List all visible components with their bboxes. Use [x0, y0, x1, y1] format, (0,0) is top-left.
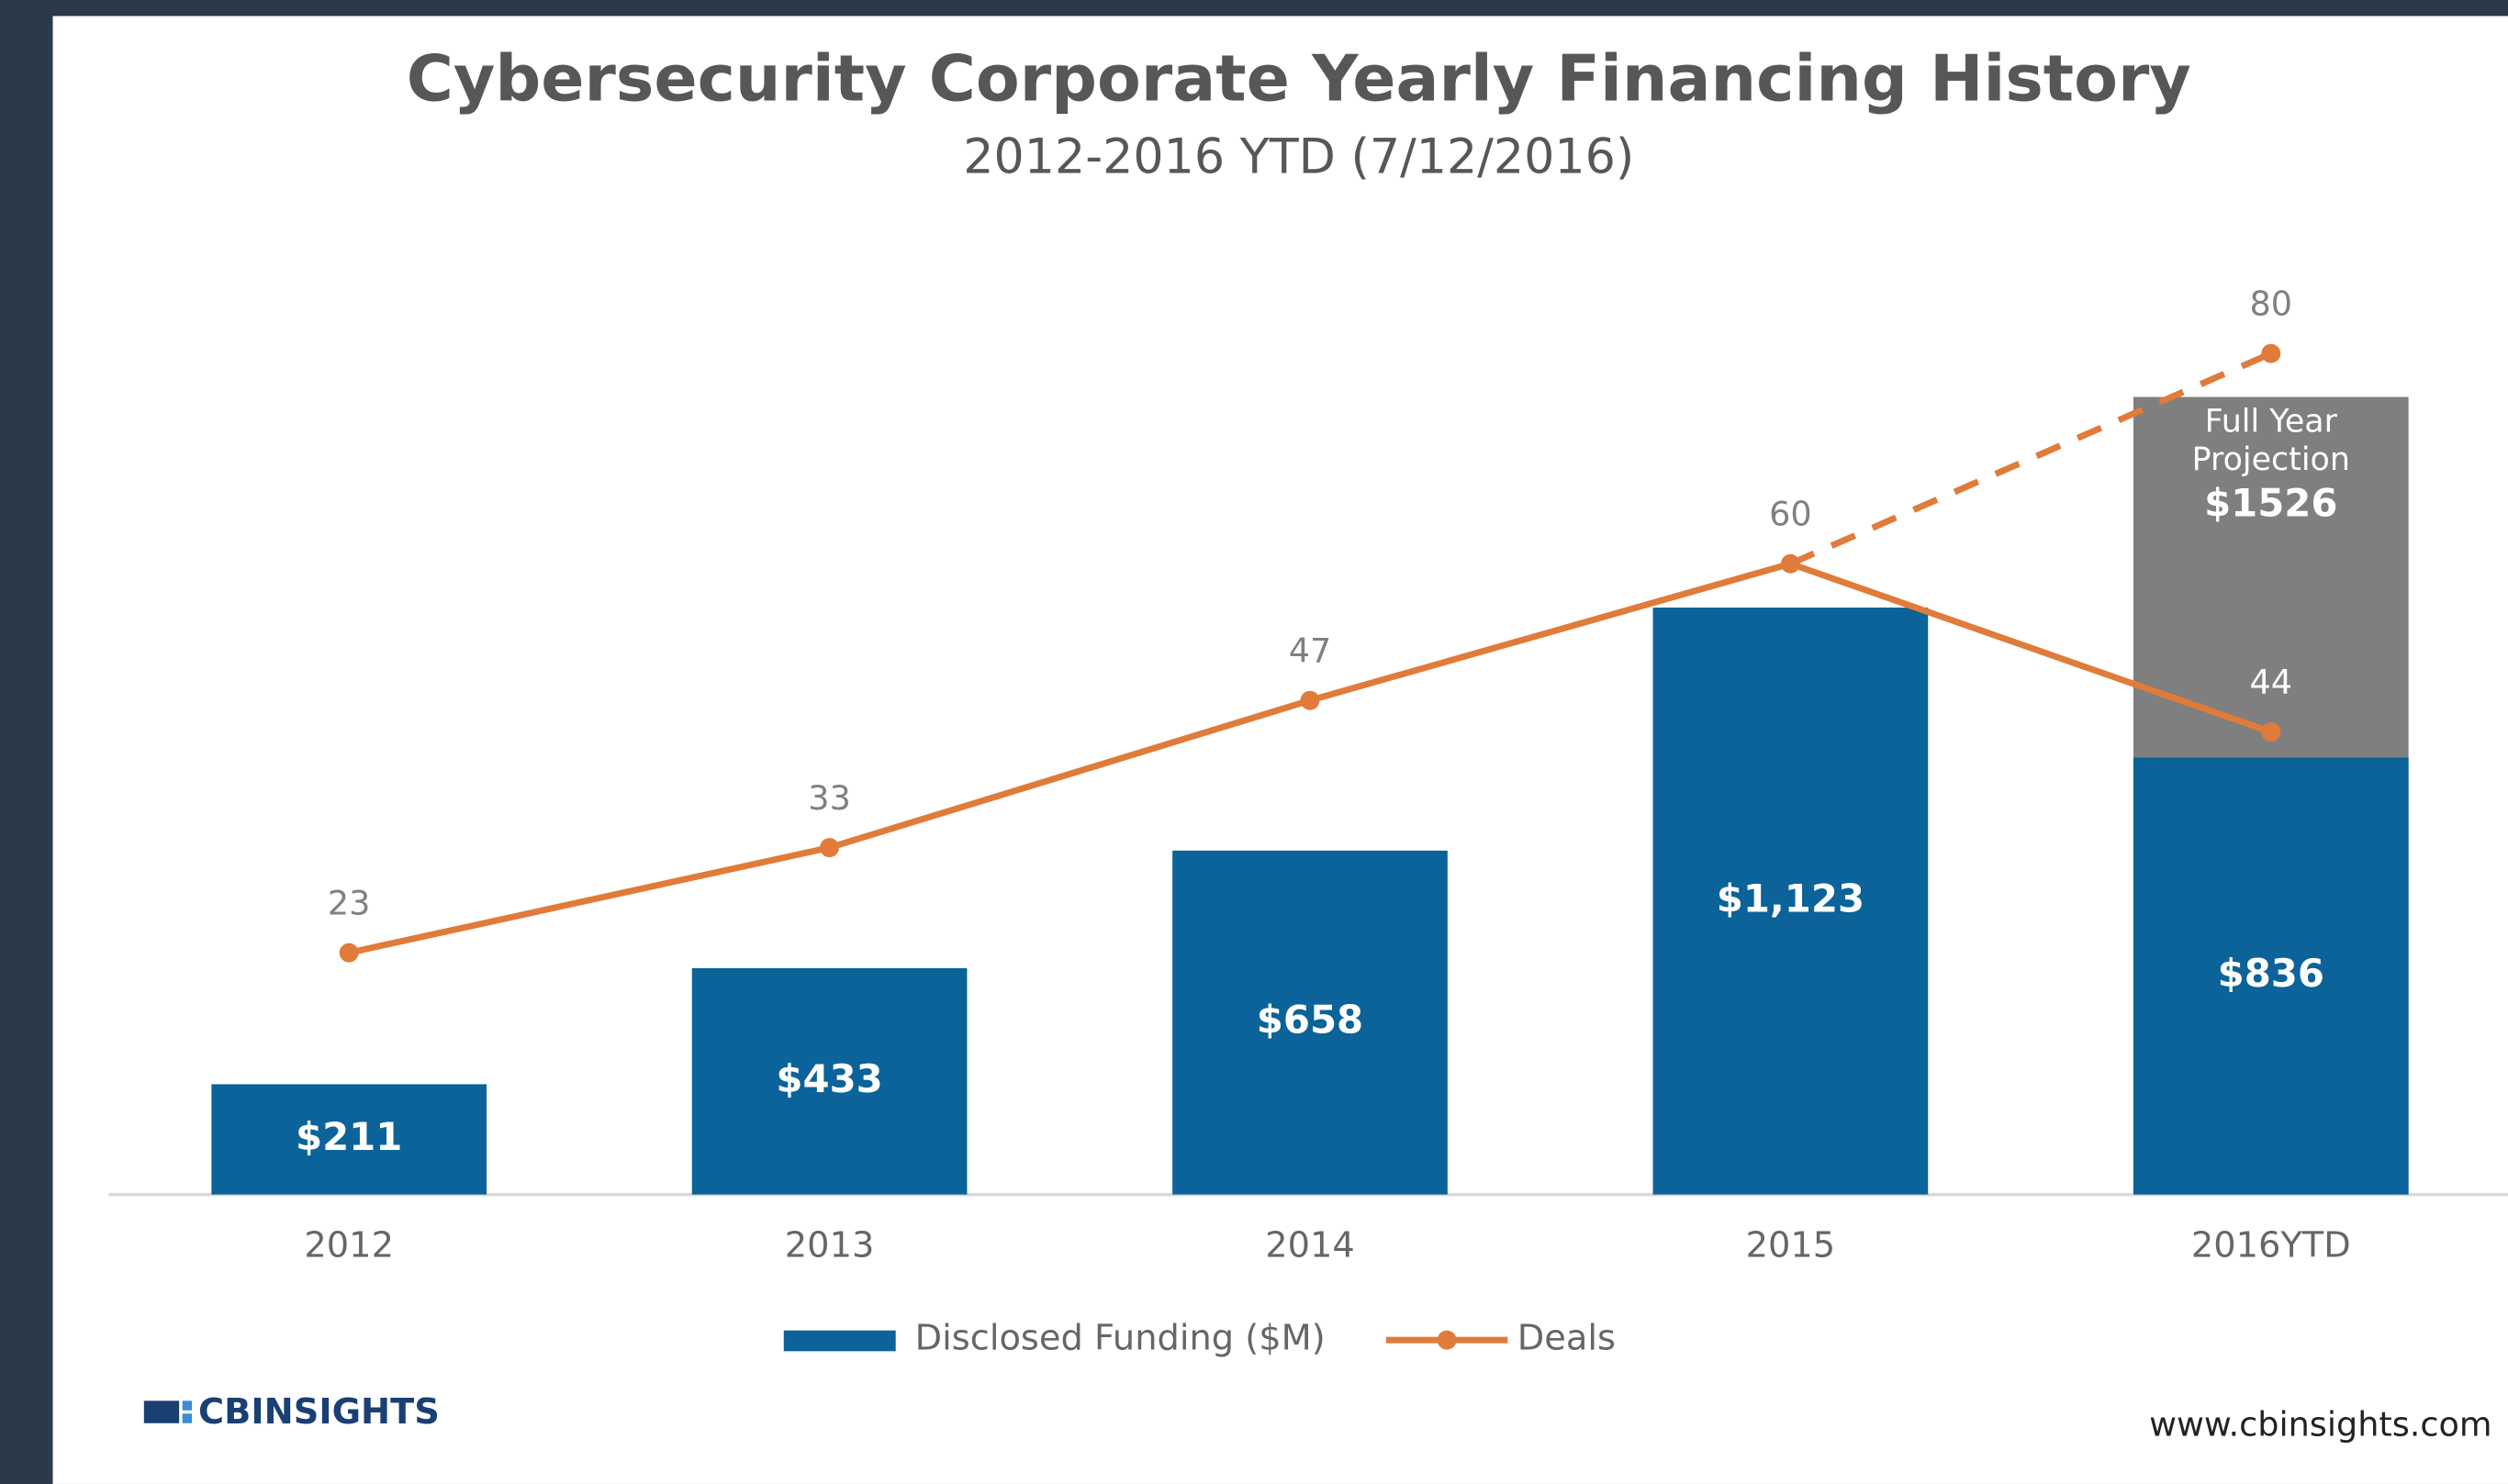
projection-label: Full Year Projection: [2192, 403, 2350, 478]
bar-value-label: $836: [2218, 951, 2324, 996]
bar-value-label: $1,123: [1717, 876, 1864, 921]
bar: [1652, 608, 1929, 1195]
x-tick-label: 2015: [1746, 1225, 1836, 1266]
legend-label: Disclosed Funding ($M): [915, 1318, 1326, 1359]
x-tick-label: 2013: [785, 1225, 875, 1266]
x-tick-label: 2016YTD: [2191, 1225, 2351, 1266]
logo: CBINSIGHTS: [143, 1391, 440, 1433]
line-marker: [2261, 722, 2281, 742]
panel: [52, 16, 2508, 1484]
logo-text: CBINSIGHTS: [198, 1391, 440, 1433]
line-value-label: 44: [2250, 663, 2293, 702]
legend-swatch: [1437, 1330, 1457, 1350]
bar: [1172, 850, 1448, 1195]
line-marker: [2261, 343, 2281, 363]
line-value-label: 23: [328, 883, 371, 922]
bar-value-label: $433: [776, 1056, 882, 1101]
projection-value-label: $1526: [2204, 481, 2337, 526]
bar: [2133, 757, 2409, 1195]
line-marker: [1300, 690, 1320, 710]
bar: [211, 1084, 487, 1195]
x-tick-label: 2014: [1265, 1225, 1355, 1266]
logo-icon: [143, 1400, 180, 1423]
logo-icon: [182, 1413, 193, 1423]
source: www.cbinsights.com: [2149, 1405, 2491, 1445]
bar: [691, 967, 968, 1195]
x-tick-label: 2012: [304, 1225, 394, 1266]
legend-swatch: [783, 1330, 896, 1352]
bar-value-label: $658: [1257, 998, 1363, 1043]
line-value-label: 60: [1769, 494, 1812, 533]
line-marker: [820, 838, 840, 858]
line-value-label: 80: [2250, 284, 2293, 323]
chart-subtitle: 2012-2016 YTD (7/12/2016): [963, 128, 1634, 184]
chart-title: Cybersecurity Corporate Yearly Financing…: [407, 42, 2191, 117]
logo-icon: [182, 1400, 193, 1411]
line-value-label: 33: [808, 778, 851, 818]
line-marker: [339, 943, 359, 963]
legend-label: Deals: [1517, 1318, 1616, 1359]
bar-value-label: $211: [296, 1114, 402, 1159]
line-value-label: 47: [1289, 630, 1332, 670]
